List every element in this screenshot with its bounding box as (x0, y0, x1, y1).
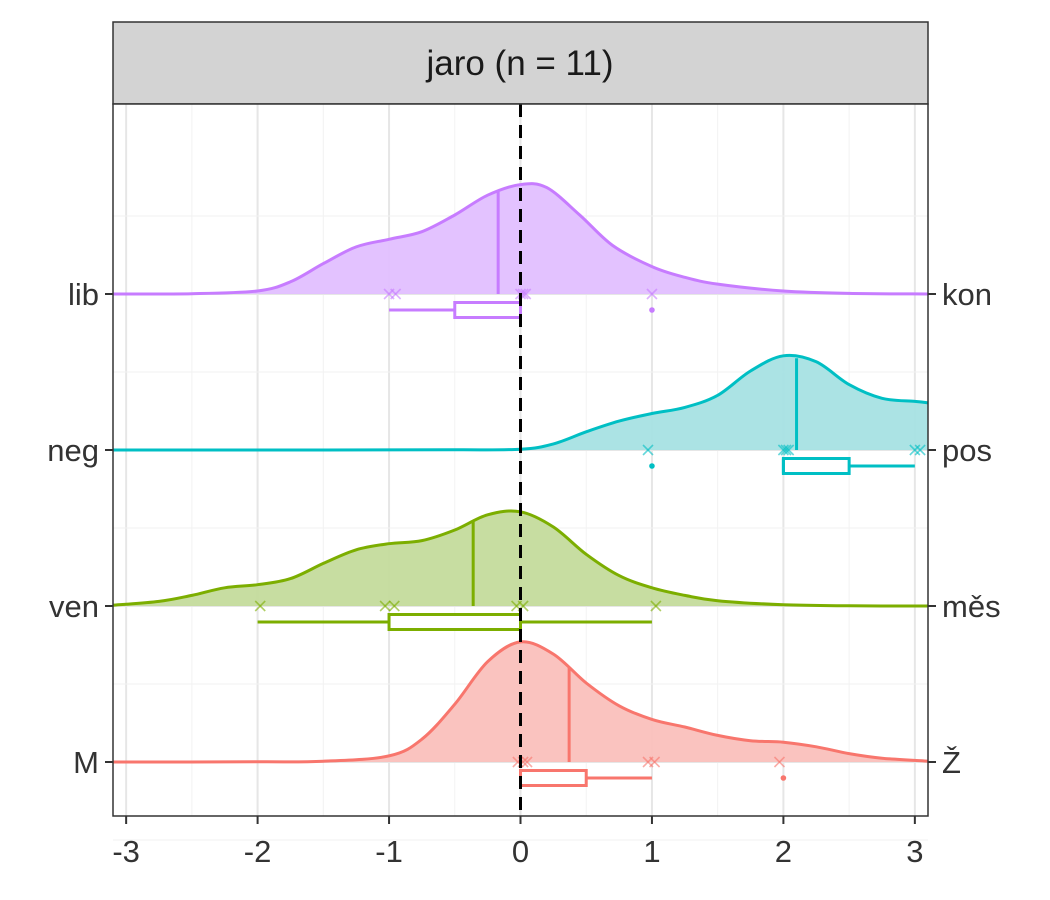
data-point (909, 444, 921, 456)
box-body (519, 769, 588, 787)
box-outlier (780, 775, 787, 781)
y-tick-label-left: M (73, 745, 99, 780)
data-point-stroke (521, 756, 533, 768)
data-point-stroke (649, 756, 661, 768)
x-tick-label: -2 (244, 834, 272, 869)
box-body (781, 457, 851, 475)
data-point (783, 444, 795, 456)
data-point-stroke (379, 600, 391, 612)
x-tick-label: -3 (112, 834, 140, 869)
data-point-stroke (390, 288, 402, 300)
facet-title: jaro (n = 11) (425, 44, 613, 83)
ridge-row-ven (112, 509, 929, 631)
data-point-stroke (646, 288, 658, 300)
data-point-stroke (780, 444, 792, 456)
box-outlier (649, 463, 655, 469)
x-tick-label: 0 (512, 834, 529, 869)
density-area (113, 355, 928, 450)
data-point (390, 288, 402, 300)
y-tick-label-right: kon (942, 277, 992, 312)
data-point (379, 600, 391, 612)
data-point-stroke (388, 600, 400, 612)
y-tick-label-left: lib (68, 277, 99, 312)
facet-strip (112, 21, 929, 105)
y-tick-label-left: neg (47, 433, 99, 468)
data-point (777, 444, 789, 456)
y-tick-label-left: ven (49, 589, 99, 624)
density-area (113, 510, 928, 607)
data-point-stroke (642, 444, 654, 456)
data-point-stroke (520, 288, 532, 300)
data-point-stroke (777, 444, 789, 456)
y-tick-label-right: měs (942, 589, 1001, 624)
box-body (387, 613, 523, 631)
y-tick-label-right: pos (942, 433, 992, 468)
data-point (642, 444, 654, 456)
data-point (388, 600, 400, 612)
data-point-stroke (783, 444, 795, 456)
data-point (254, 600, 266, 612)
box-outlier (649, 307, 655, 313)
data-point-stroke (909, 444, 921, 456)
data-point (780, 444, 792, 456)
data-point-stroke (914, 444, 926, 456)
x-tick-label: 3 (906, 834, 923, 869)
x-tick-label: 2 (775, 834, 792, 869)
data-point-stroke (773, 756, 786, 768)
x-tick-label: 1 (643, 834, 660, 869)
density-curve (112, 640, 929, 764)
data-point (649, 756, 661, 768)
x-tick-label: -1 (375, 834, 403, 869)
y-tick-label-right: Ž (942, 745, 961, 780)
data-point-stroke (650, 600, 662, 612)
box-body (453, 301, 523, 319)
x-axis: -3 -2 -1 0 1 2 3 (112, 816, 923, 869)
y-axis-left: lib neg ven M (47, 277, 113, 780)
data-point (521, 756, 533, 768)
density-curve (112, 182, 929, 296)
density-curve (112, 353, 929, 452)
data-point (914, 444, 926, 456)
y-axis-right: kon pos měs Ž (928, 277, 1001, 780)
density-curve (112, 509, 929, 608)
data-point (520, 288, 532, 300)
data-point (646, 288, 658, 300)
data-point (773, 756, 786, 768)
data-point (650, 600, 662, 612)
data-point-stroke (254, 600, 266, 612)
ridge-row-neg (112, 353, 929, 475)
